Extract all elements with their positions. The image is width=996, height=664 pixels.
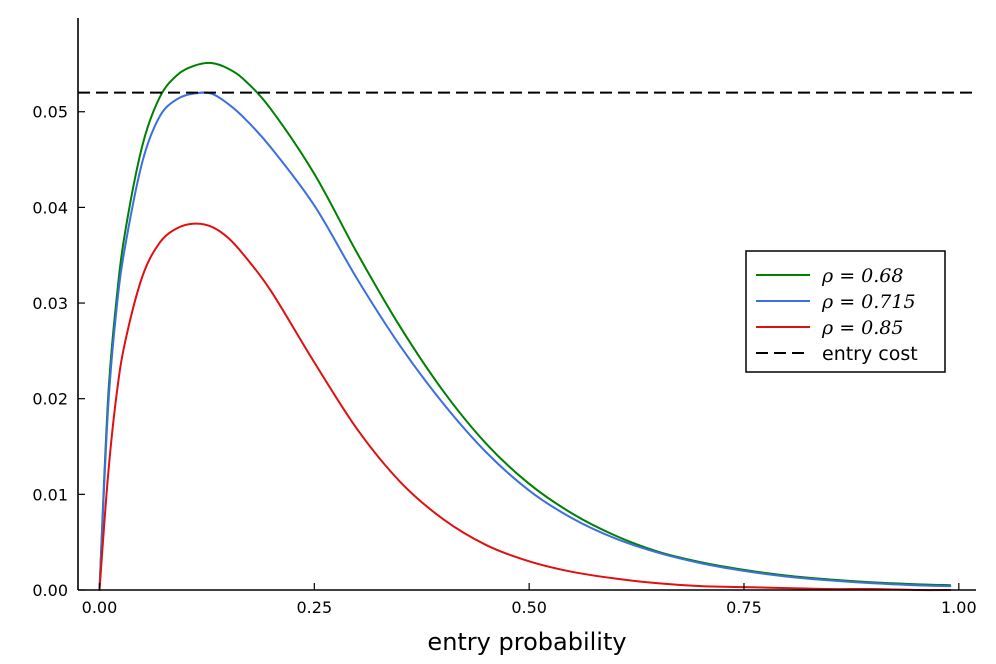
x-tick-label: 0.25 — [297, 598, 333, 617]
x-tick-label: 0.00 — [82, 598, 118, 617]
y-tick-label: 0.02 — [32, 390, 68, 409]
y-tick-label: 0.01 — [32, 485, 68, 504]
legend-label: entry cost — [822, 343, 918, 365]
series-line-1 — [98, 91, 952, 591]
x-axis-title: entry probability — [427, 628, 626, 656]
x-tick-label: 0.75 — [726, 598, 762, 617]
y-tick-label: 0.04 — [32, 198, 68, 217]
series-layer — [98, 61, 952, 592]
legend-label: ρ = 0.715 — [821, 291, 916, 313]
y-tick-label: 0.03 — [32, 294, 68, 313]
legend: ρ = 0.68 ρ = 0.715 ρ = 0.85 entry cost — [745, 250, 946, 373]
legend-box — [745, 250, 946, 373]
series-line-2 — [98, 222, 952, 592]
axes-layer: 0.00 0.25 0.50 0.75 1.00 0.00 0.01 0.02 0.03 0.04… — [32, 18, 977, 617]
x-tick-label: 0.50 — [511, 598, 547, 617]
y-tick-label: 0.05 — [32, 103, 68, 122]
legend-label: ρ = 0.68 — [821, 265, 903, 287]
y-tick-label: 0.00 — [32, 581, 68, 600]
x-tick-label: 1.00 — [941, 598, 977, 617]
legend-label: ρ = 0.85 — [821, 317, 903, 339]
